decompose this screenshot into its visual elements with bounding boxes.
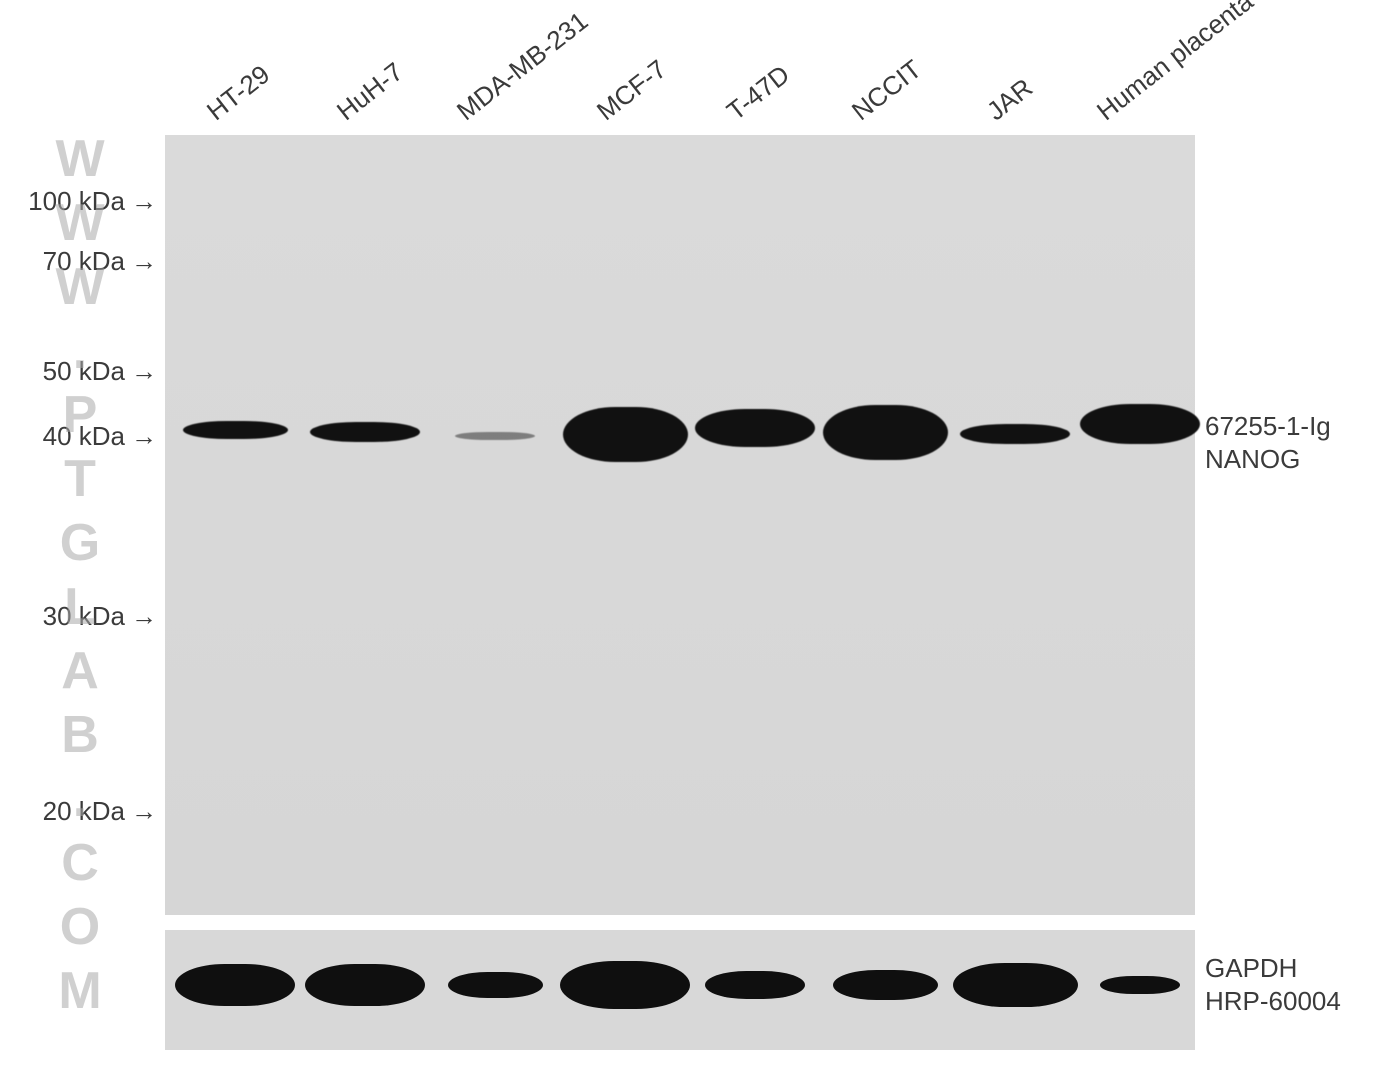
nanog-band xyxy=(310,422,420,442)
loading-cat: HRP-60004 xyxy=(1205,986,1341,1016)
arrow-icon: → xyxy=(131,186,157,217)
mw-marker-100: 100 kDa→ xyxy=(28,186,157,217)
nanog-band xyxy=(455,432,535,440)
nanog-band xyxy=(183,421,288,439)
mw-marker-30: 30 kDa→ xyxy=(43,601,157,632)
antibody-cat: 67255-1-Ig xyxy=(1205,411,1331,441)
lane-labels-row: HT-29 HuH-7 MDA-MB-231 MCF-7 T-47D NCCIT… xyxy=(165,0,1195,135)
lane-label-4: MCF-7 xyxy=(591,54,673,127)
gapdh-band xyxy=(560,961,690,1009)
loading-control-label: GAPDH HRP-60004 xyxy=(1205,952,1341,1017)
nanog-band xyxy=(563,407,688,462)
nanog-band xyxy=(823,405,948,460)
gapdh-band xyxy=(705,971,805,999)
gapdh-band xyxy=(953,963,1078,1007)
lane-label-7: JAR xyxy=(981,72,1039,127)
antibody-target: NANOG xyxy=(1205,444,1300,474)
arrow-icon: → xyxy=(131,601,157,632)
gapdh-panel xyxy=(165,930,1195,1050)
gapdh-band xyxy=(833,970,938,1000)
mw-text: 40 kDa xyxy=(43,421,125,452)
nanog-band xyxy=(1080,404,1200,444)
lane-label-5: T-47D xyxy=(721,59,796,127)
arrow-icon: → xyxy=(131,796,157,827)
mw-text: 20 kDa xyxy=(43,796,125,827)
nanog-band xyxy=(695,409,815,447)
gapdh-band xyxy=(175,964,295,1006)
mw-text: 70 kDa xyxy=(43,246,125,277)
lane-label-6: NCCIT xyxy=(846,54,928,127)
arrow-icon: → xyxy=(131,246,157,277)
nanog-band-row xyxy=(165,135,1195,915)
mw-marker-40: 40 kDa→ xyxy=(43,421,157,452)
arrow-icon: → xyxy=(131,421,157,452)
mw-marker-50: 50 kDa→ xyxy=(43,356,157,387)
western-blot-figure: HT-29 HuH-7 MDA-MB-231 MCF-7 T-47D NCCIT… xyxy=(0,0,1389,1083)
mw-text: 30 kDa xyxy=(43,601,125,632)
main-blot-panel xyxy=(165,135,1195,915)
mw-marker-70: 70 kDa→ xyxy=(43,246,157,277)
lane-label-2: HuH-7 xyxy=(331,56,409,127)
mw-marker-column: 100 kDa→ 70 kDa→ 50 kDa→ 40 kDa→ 30 kDa→… xyxy=(0,0,165,1083)
gapdh-band xyxy=(1100,976,1180,994)
nanog-band xyxy=(960,424,1070,444)
lane-label-1: HT-29 xyxy=(201,59,276,127)
mw-text: 100 kDa xyxy=(28,186,125,217)
lane-label-3: MDA-MB-231 xyxy=(451,6,594,127)
gapdh-band xyxy=(305,964,425,1006)
arrow-icon: → xyxy=(131,356,157,387)
mw-marker-20: 20 kDa→ xyxy=(43,796,157,827)
right-annotation-column: 67255-1-Ig NANOG GAPDH HRP-60004 xyxy=(1205,0,1385,1083)
antibody-label: 67255-1-Ig NANOG xyxy=(1205,410,1331,475)
loading-target: GAPDH xyxy=(1205,953,1297,983)
gapdh-band-row xyxy=(165,930,1195,1050)
gapdh-band xyxy=(448,972,543,998)
mw-text: 50 kDa xyxy=(43,356,125,387)
